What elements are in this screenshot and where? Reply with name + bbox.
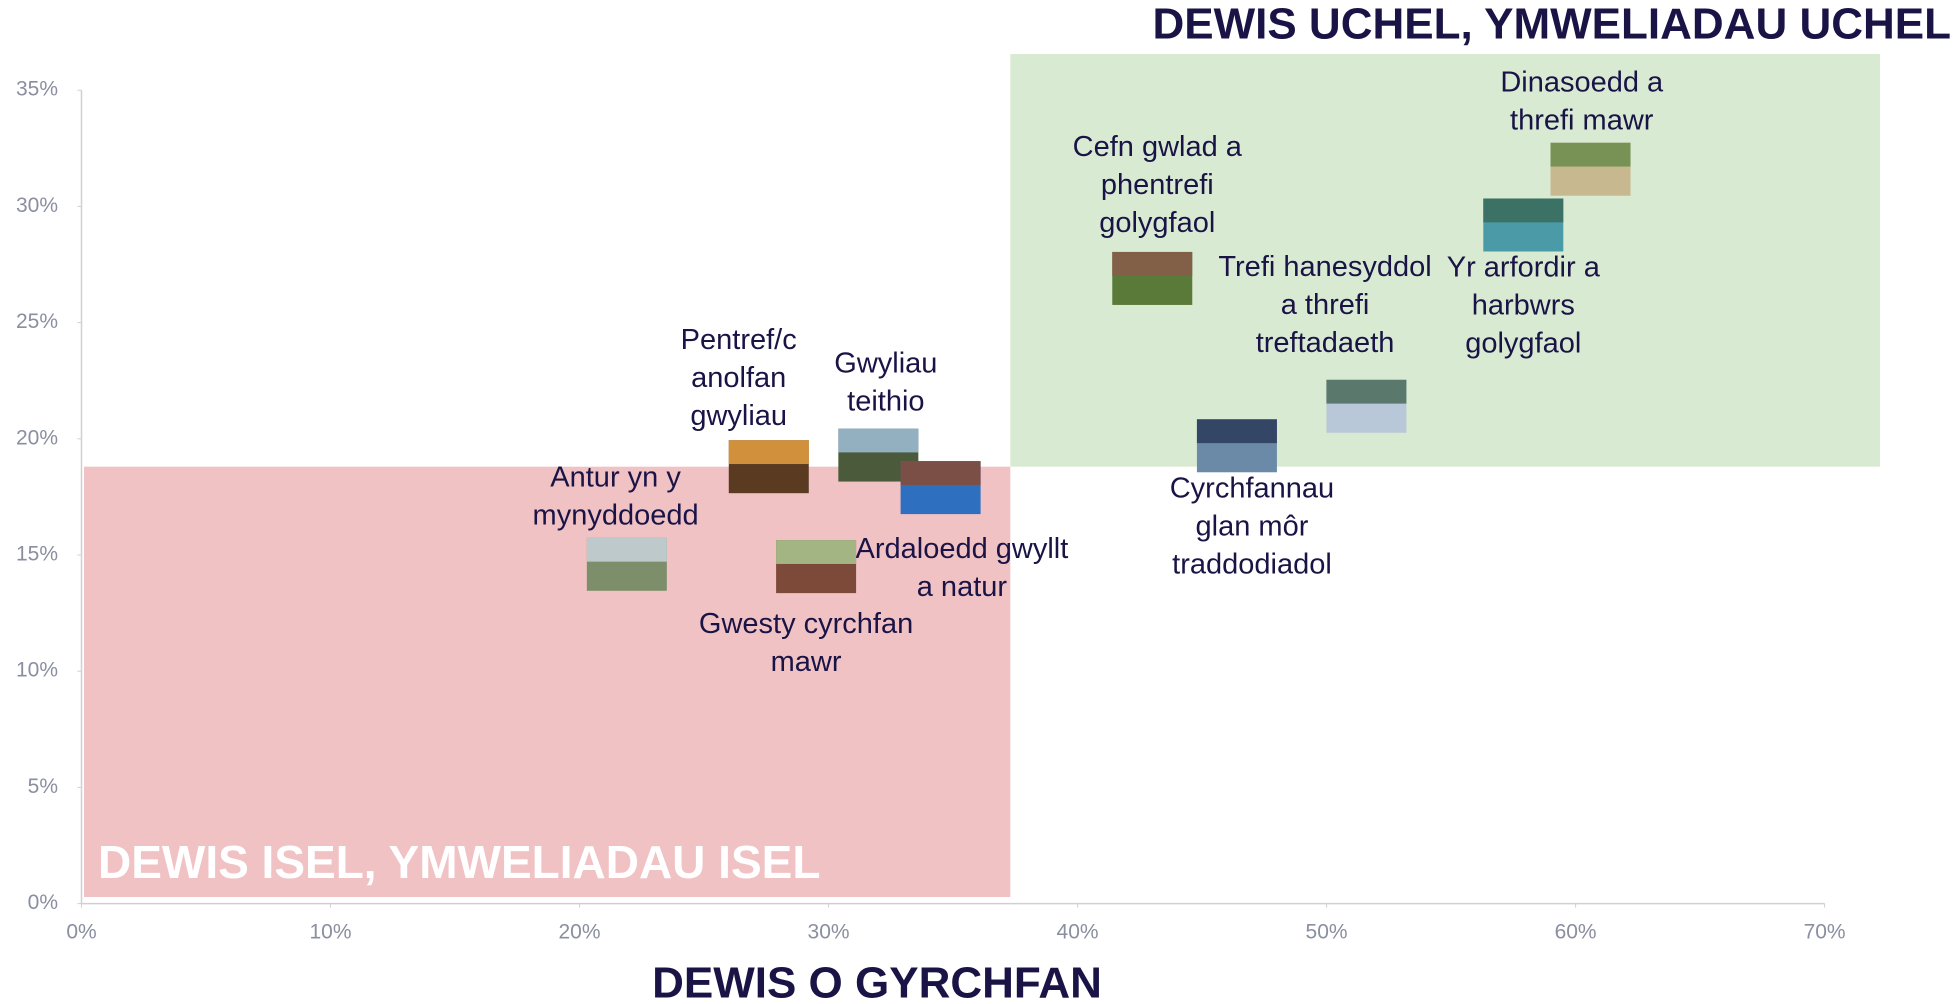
point-label: Gwesty cyrchfan (699, 608, 913, 640)
x-tick-label: 0% (66, 921, 96, 944)
point-label: traddodiadol (1172, 548, 1332, 580)
y-tick-label: 15% (16, 543, 58, 566)
chart: DEWIS UCHEL, YMWELIADAU UCHEL DEWIS O GY… (0, 0, 1955, 1004)
point-label: golygfaol (1465, 328, 1581, 360)
point-label: gwyliau (690, 400, 787, 432)
point-label: Antur yn y (550, 462, 681, 494)
point-label: Trefi hanesyddol (1218, 251, 1431, 283)
y-tick-label: 10% (16, 659, 58, 682)
point-label: Pentref/c (681, 324, 797, 356)
x-tick-label: 10% (309, 921, 351, 944)
y-tick-label: 5% (28, 775, 58, 798)
x-tick-label: 50% (1306, 921, 1348, 944)
data-point (587, 538, 667, 591)
x-tick-label: 20% (559, 921, 601, 944)
y-tick-label: 20% (16, 426, 58, 449)
point-label: teithio (847, 385, 924, 417)
point-image-detail (838, 429, 918, 453)
chart-title: DEWIS UCHEL, YMWELIADAU UCHEL (1152, 0, 1951, 49)
x-tick-label: 70% (1804, 921, 1846, 944)
data-point (1197, 419, 1277, 472)
point-image-detail (1197, 419, 1277, 443)
point-label: Yr arfordir a (1447, 252, 1601, 284)
point-image-detail (1551, 143, 1631, 167)
point-label: anolfan (691, 362, 786, 394)
point-label: harbwrs (1472, 290, 1575, 322)
point-label: a natur (917, 571, 1008, 603)
point-label: Gwyliau (834, 347, 937, 379)
point-image-detail (1483, 198, 1563, 222)
point-label: mynyddoedd (533, 500, 699, 532)
point-image-detail (1326, 380, 1406, 404)
point-image-detail (1112, 252, 1192, 276)
y-tick-label: 30% (16, 194, 58, 217)
x-axis-title: DEWIS O GYRCHFAN (652, 959, 1102, 1004)
point-label: a threfi (1281, 289, 1370, 321)
data-point (729, 440, 809, 493)
point-label: threfi mawr (1510, 105, 1654, 137)
point-label: phentrefi (1101, 169, 1214, 201)
y-tick-label: 35% (16, 78, 58, 101)
point-label: Cefn gwlad a (1073, 131, 1243, 163)
point-label: golygfaol (1099, 207, 1215, 239)
y-tick-label: 25% (16, 310, 58, 333)
point-label: glan môr (1196, 510, 1309, 542)
quadrant-label: DEWIS ISEL, YMWELIADAU ISEL (98, 836, 820, 888)
point-image-detail (776, 540, 856, 564)
x-tick-label: 60% (1555, 921, 1597, 944)
data-point (1326, 380, 1406, 433)
data-point (776, 540, 856, 593)
data-point (1112, 252, 1192, 305)
point-label: treftadaeth (1256, 327, 1395, 359)
data-point (1551, 143, 1631, 196)
page: DEWIS UCHEL, YMWELIADAU UCHEL DEWIS O GY… (0, 0, 1955, 1004)
point-label: Ardaloedd gwyllt (856, 533, 1069, 565)
data-point (1483, 198, 1563, 251)
y-tick-label: 0% (28, 891, 58, 914)
point-image-detail (587, 538, 667, 562)
point-image-detail (729, 440, 809, 464)
x-tick-label: 30% (808, 921, 850, 944)
point-image-detail (901, 461, 981, 485)
x-tick-label: 40% (1057, 921, 1099, 944)
point-label: Dinasoedd a (1500, 67, 1664, 99)
point-label: mawr (771, 646, 842, 678)
data-point (901, 461, 981, 514)
point-label: Cyrchfannau (1170, 472, 1334, 504)
